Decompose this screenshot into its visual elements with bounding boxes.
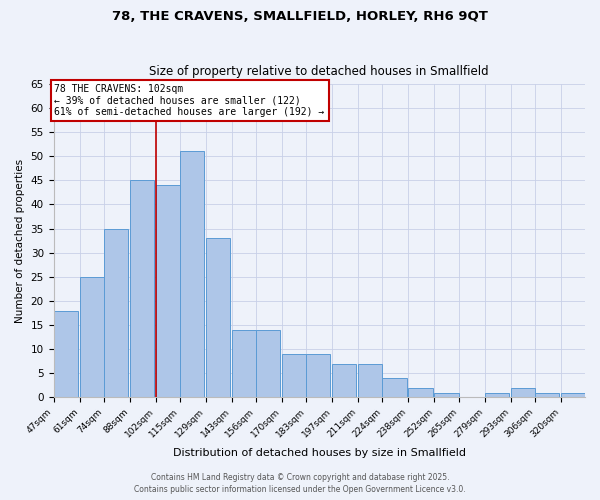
Bar — [156, 185, 180, 398]
Bar — [53, 310, 77, 398]
Bar — [561, 392, 585, 398]
Bar — [382, 378, 407, 398]
Bar — [485, 392, 509, 398]
Bar — [256, 330, 280, 398]
Bar — [535, 392, 559, 398]
Bar — [358, 364, 382, 398]
Title: Size of property relative to detached houses in Smallfield: Size of property relative to detached ho… — [149, 66, 489, 78]
Bar — [306, 354, 331, 398]
Bar — [80, 277, 104, 398]
Text: Contains HM Land Registry data © Crown copyright and database right 2025.
Contai: Contains HM Land Registry data © Crown c… — [134, 473, 466, 494]
Bar — [511, 388, 535, 398]
Text: 78 THE CRAVENS: 102sqm
← 39% of detached houses are smaller (122)
61% of semi-de: 78 THE CRAVENS: 102sqm ← 39% of detached… — [55, 84, 325, 117]
Bar — [206, 238, 230, 398]
Bar — [332, 364, 356, 398]
Bar — [434, 392, 458, 398]
Y-axis label: Number of detached properties: Number of detached properties — [15, 158, 25, 322]
Bar — [180, 152, 204, 398]
Text: 78, THE CRAVENS, SMALLFIELD, HORLEY, RH6 9QT: 78, THE CRAVENS, SMALLFIELD, HORLEY, RH6… — [112, 10, 488, 23]
X-axis label: Distribution of detached houses by size in Smallfield: Distribution of detached houses by size … — [173, 448, 466, 458]
Bar — [104, 228, 128, 398]
Bar — [232, 330, 256, 398]
Bar — [282, 354, 306, 398]
Bar — [130, 180, 154, 398]
Bar — [409, 388, 433, 398]
